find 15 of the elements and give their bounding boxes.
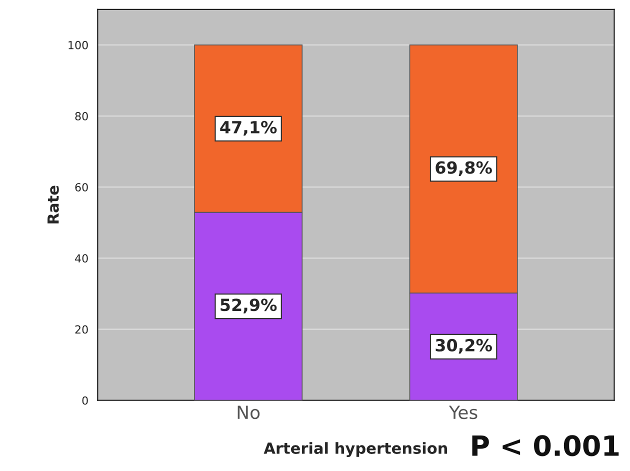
x-axis-title: Arterial hypertension	[264, 442, 448, 458]
data-label: 69,8%	[436, 161, 492, 176]
y-tick-label: 100	[68, 40, 88, 50]
x-tick-label: No	[238, 406, 260, 420]
y-tick-label: 80	[75, 112, 88, 120]
data-label: 52,9%	[220, 298, 277, 314]
y-tick-label: 60	[75, 183, 88, 192]
x-tick-label: Yes	[448, 406, 478, 420]
y-tick-label: 0	[82, 396, 88, 405]
data-label: 30,2%	[436, 338, 492, 354]
y-tick-label: 40	[75, 254, 88, 263]
y-tick-label: 20	[75, 325, 88, 334]
y-axis-title: Rate	[48, 186, 59, 224]
text: P < 0.001	[472, 435, 619, 456]
data-label: 47,1%	[220, 120, 277, 136]
